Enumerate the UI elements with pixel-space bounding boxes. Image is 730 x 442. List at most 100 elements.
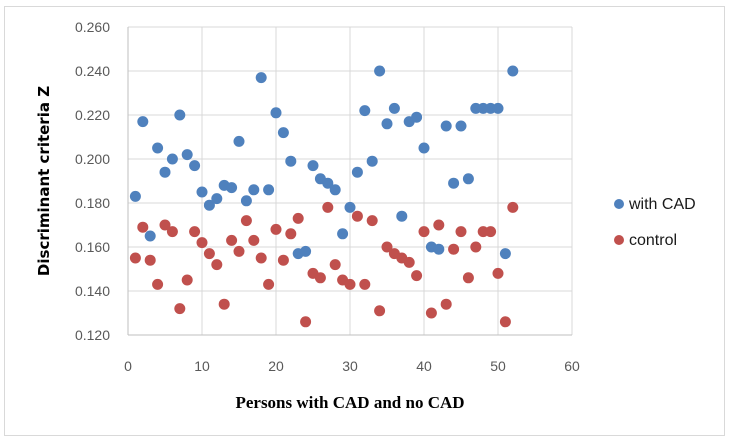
data-point[interactable]: [233, 135, 245, 147]
data-point[interactable]: [285, 228, 297, 240]
data-point[interactable]: [351, 166, 363, 178]
data-point[interactable]: [388, 102, 400, 114]
data-point[interactable]: [455, 120, 467, 132]
data-point[interactable]: [374, 305, 386, 317]
data-point[interactable]: [411, 270, 423, 282]
data-point[interactable]: [507, 65, 519, 77]
data-point[interactable]: [218, 298, 230, 310]
data-point[interactable]: [440, 120, 452, 132]
data-point[interactable]: [403, 256, 415, 268]
data-point[interactable]: [322, 201, 334, 213]
data-point[interactable]: [485, 226, 497, 238]
data-point[interactable]: [270, 223, 282, 235]
data-point[interactable]: [181, 274, 193, 286]
data-point[interactable]: [433, 219, 445, 231]
data-point[interactable]: [181, 149, 193, 161]
data-point[interactable]: [462, 173, 474, 185]
data-point[interactable]: [255, 252, 267, 264]
data-point[interactable]: [396, 210, 408, 222]
data-point[interactable]: [455, 226, 467, 238]
data-point[interactable]: [196, 186, 208, 198]
legend-item-control[interactable]: control: [614, 232, 677, 249]
data-point[interactable]: [470, 241, 482, 253]
data-point[interactable]: [277, 254, 289, 266]
data-point[interactable]: [152, 278, 164, 290]
data-point[interactable]: [129, 252, 141, 264]
x-axis-label: Persons with CAD and no CAD: [235, 393, 464, 412]
data-point[interactable]: [129, 190, 141, 202]
data-point[interactable]: [240, 195, 252, 207]
data-point[interactable]: [255, 72, 267, 84]
data-point[interactable]: [329, 184, 341, 196]
data-point[interactable]: [462, 272, 474, 284]
data-point[interactable]: [226, 234, 238, 246]
data-point[interactable]: [203, 199, 215, 211]
data-point[interactable]: [322, 177, 334, 189]
data-point[interactable]: [203, 248, 215, 260]
data-point[interactable]: [137, 221, 149, 233]
legend-item-with-cad[interactable]: with CAD: [614, 196, 696, 213]
x-tick-label: 50: [490, 358, 506, 374]
x-tick-label: 20: [268, 358, 284, 374]
data-point[interactable]: [152, 142, 164, 154]
data-point[interactable]: [211, 259, 223, 271]
data-point[interactable]: [433, 243, 445, 255]
data-point[interactable]: [226, 182, 238, 194]
data-point[interactable]: [507, 201, 519, 213]
data-point[interactable]: [359, 105, 371, 117]
data-point[interactable]: [381, 118, 393, 130]
data-point[interactable]: [233, 245, 245, 257]
data-point[interactable]: [196, 237, 208, 249]
data-point[interactable]: [174, 109, 186, 121]
data-point[interactable]: [418, 142, 430, 154]
data-point[interactable]: [411, 111, 423, 123]
data-point[interactable]: [300, 316, 312, 328]
data-point[interactable]: [159, 166, 171, 178]
data-point[interactable]: [492, 102, 504, 114]
data-point[interactable]: [277, 127, 289, 139]
data-point[interactable]: [381, 241, 393, 253]
data-point[interactable]: [337, 228, 349, 240]
data-point[interactable]: [270, 107, 282, 119]
data-point[interactable]: [329, 259, 341, 271]
y-axis-label: Discriminant criteria Z: [35, 86, 53, 276]
data-point[interactable]: [166, 226, 178, 238]
data-point[interactable]: [499, 248, 511, 260]
data-point[interactable]: [166, 153, 178, 165]
data-point[interactable]: [448, 177, 460, 189]
data-point[interactable]: [211, 193, 223, 205]
data-point[interactable]: [300, 245, 312, 257]
data-point[interactable]: [425, 307, 437, 319]
data-point[interactable]: [344, 278, 356, 290]
data-point[interactable]: [448, 243, 460, 255]
data-point[interactable]: [144, 254, 156, 266]
data-point[interactable]: [137, 116, 149, 128]
data-point[interactable]: [248, 234, 260, 246]
data-point[interactable]: [292, 212, 304, 224]
data-point[interactable]: [344, 201, 356, 213]
data-point[interactable]: [314, 272, 326, 284]
data-point[interactable]: [366, 215, 378, 227]
data-point[interactable]: [240, 215, 252, 227]
data-point[interactable]: [159, 219, 171, 231]
data-point[interactable]: [359, 278, 371, 290]
series-control: [129, 201, 519, 328]
data-point[interactable]: [144, 230, 156, 242]
data-point[interactable]: [492, 267, 504, 279]
data-point[interactable]: [174, 303, 186, 315]
data-point[interactable]: [189, 226, 201, 238]
data-point[interactable]: [285, 155, 297, 167]
data-point[interactable]: [189, 160, 201, 172]
data-point[interactable]: [307, 160, 319, 172]
data-point[interactable]: [366, 155, 378, 167]
data-point[interactable]: [351, 210, 363, 222]
data-point[interactable]: [374, 65, 386, 77]
data-point[interactable]: [499, 316, 511, 328]
data-point[interactable]: [418, 226, 430, 238]
data-point[interactable]: [263, 184, 275, 196]
data-point[interactable]: [248, 184, 260, 196]
y-tick-label: 0.160: [75, 239, 110, 255]
data-point[interactable]: [440, 298, 452, 310]
data-point[interactable]: [263, 278, 275, 290]
